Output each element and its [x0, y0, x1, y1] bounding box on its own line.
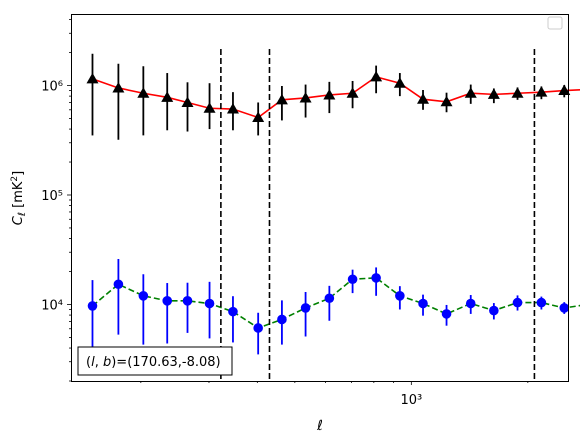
marker-1-0 [87, 301, 98, 311]
marker-0-13 [393, 77, 406, 88]
series-0 [86, 53, 580, 140]
series-layer [86, 53, 580, 355]
marker-1-14 [418, 298, 428, 309]
marker-0-5 [203, 102, 216, 113]
marker-1-10 [324, 293, 335, 304]
marker-1-18 [512, 297, 523, 308]
marker-0-4 [181, 96, 194, 107]
marker-0-12 [370, 70, 383, 82]
marker-1-1 [113, 279, 124, 290]
marker-1-2 [138, 291, 149, 301]
marker-1-3 [162, 296, 173, 306]
marker-0-9 [299, 91, 312, 103]
y-tick-label-1: 10⁵ [41, 189, 63, 204]
series-1 [87, 259, 580, 355]
annotation-box [77, 346, 233, 376]
marker-1-6 [228, 306, 238, 317]
marker-0-2 [137, 87, 150, 98]
marker-0-17 [487, 88, 500, 99]
x-tick-label: 10³ [400, 393, 422, 408]
marker-0-1 [112, 81, 125, 93]
marker-1-11 [347, 274, 358, 285]
marker-0-0 [86, 72, 99, 84]
marker-0-16 [464, 87, 477, 98]
marker-0-11 [346, 87, 359, 98]
annotation-text: (l, b)=(170.63,-8.08) [86, 355, 221, 370]
marker-0-6 [226, 103, 239, 114]
marker-0-10 [323, 88, 336, 100]
marker-1-7 [253, 323, 263, 333]
marker-0-18 [511, 87, 524, 98]
plot-frame [71, 14, 569, 382]
marker-1-5 [204, 298, 215, 309]
marker-1-17 [489, 305, 499, 316]
marker-1-4 [182, 296, 193, 306]
legend-box [547, 16, 563, 30]
tick-layer: 10⁴ 10⁵ 10⁶ 10³ [41, 19, 529, 408]
marker-1-19 [536, 297, 547, 308]
marker-0-20 [558, 84, 571, 96]
marker-0-7 [252, 111, 265, 123]
marker-1-12 [371, 273, 381, 283]
y-axis-label: Cℓ [mK2] [10, 171, 28, 225]
marker-1-16 [465, 298, 476, 309]
marker-0-15 [440, 95, 453, 107]
series-line-0 [92, 75, 580, 119]
annotation: (l, b)=(170.63,-8.08) [77, 346, 233, 376]
marker-1-13 [395, 291, 405, 301]
vline-layer [220, 49, 536, 381]
marker-1-20 [559, 303, 570, 313]
marker-0-19 [535, 86, 548, 97]
marker-0-8 [275, 93, 288, 105]
marker-1-9 [300, 303, 311, 313]
y-tick-label-0: 10⁴ [41, 298, 63, 313]
marker-1-8 [277, 314, 287, 325]
y-tick-label-2: 10⁶ [41, 80, 63, 95]
marker-1-15 [441, 309, 452, 319]
marker-0-14 [417, 93, 430, 104]
x-axis-label: ℓ [316, 418, 323, 434]
marker-0-3 [161, 91, 174, 102]
